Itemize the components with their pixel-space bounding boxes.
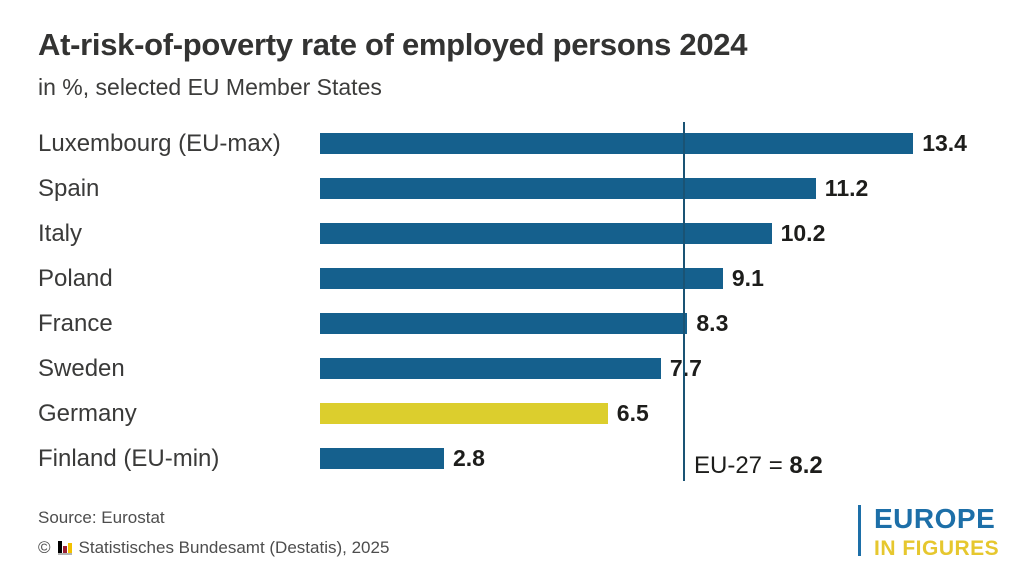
destatis-icon-bar-red <box>62 546 67 553</box>
category-label-france: France <box>38 309 113 337</box>
chart-row-germany: Germany 6.5 <box>38 391 988 436</box>
value-label-italy: 10.2 <box>780 220 826 246</box>
bar-finland-eu-min <box>320 448 444 469</box>
value-label-germany: 6.5 <box>616 400 649 426</box>
logo-line-in-figures: IN FIGURES <box>874 537 1000 560</box>
bar-italy <box>320 223 772 244</box>
category-label-poland: Poland <box>38 264 113 292</box>
source-note: Source: Eurostat <box>38 508 165 527</box>
bar-sweden <box>320 358 661 379</box>
chart-rows: Luxembourg (EU-max) 13.4 Spain 11.2 Italy 10.… <box>38 121 988 481</box>
value-label-luxembourg-eu-max: 13.4 <box>922 130 967 156</box>
value-label-poland: 9.1 <box>731 265 764 291</box>
page-title: At-risk-of-poverty rate of employed pers… <box>38 27 748 62</box>
category-label-sweden: Sweden <box>38 354 125 382</box>
chart-row-finland-eu-min: Finland (EU-min) 2.8 <box>38 436 988 481</box>
page-subtitle: in %, selected EU Member States <box>38 74 382 100</box>
chart-row-italy: Italy 10.2 <box>38 211 988 256</box>
bar-france <box>320 313 688 334</box>
bar-germany <box>320 403 608 424</box>
europe-in-figures-logo: EUROPE IN FIGURES <box>858 505 999 559</box>
category-label-spain: Spain <box>38 174 100 202</box>
destatis-icon-bar-black <box>57 541 62 553</box>
value-label-finland-eu-min: 2.8 <box>453 445 485 471</box>
eu27-reference-label: EU-27 = 8.2 <box>694 452 823 480</box>
value-label-spain: 11.2 <box>824 175 869 201</box>
chart-row-luxembourg-eu-max: Luxembourg (EU-max) 13.4 <box>38 121 988 166</box>
chart-row-spain: Spain 11.2 <box>38 166 988 211</box>
logo-text: EUROPE IN FIGURES <box>874 503 1000 560</box>
category-label-italy: Italy <box>38 219 83 247</box>
chart-row-poland: Poland 9.1 <box>38 256 988 301</box>
logo-line-europe: EUROPE <box>874 503 996 534</box>
bar-spain <box>320 178 816 199</box>
value-label-sweden: 7.7 <box>669 355 702 381</box>
chart-row-sweden: Sweden 7.7 <box>38 346 988 391</box>
destatis-logo-icon <box>57 541 72 555</box>
bar-poland <box>320 268 723 289</box>
copyright-symbol: © <box>38 538 51 557</box>
category-label-finland-eu-min: Finland (EU-min) <box>38 444 220 472</box>
bar-luxembourg-eu-max <box>320 133 914 154</box>
category-label-germany: Germany <box>38 399 137 427</box>
chart-row-france: France 8.3 <box>38 301 988 346</box>
category-label-luxembourg-eu-max: Luxembourg (EU-max) <box>38 129 281 157</box>
copyright-text: Statistisches Bundesamt (Destatis), 2025 <box>78 538 390 557</box>
destatis-icon-bar-gold <box>67 543 72 553</box>
eu27-value: 8.2 <box>789 452 823 479</box>
eu27-label-prefix: EU-27 = <box>694 452 790 479</box>
bar-chart: Luxembourg (EU-max) 13.4 Spain 11.2 Italy 10.… <box>38 121 988 481</box>
logo-vertical-bar <box>858 505 861 556</box>
copyright-note: © Statistisches Bundesamt (Destatis), 20… <box>38 538 389 558</box>
eu27-reference-line <box>683 122 685 481</box>
value-label-france: 8.3 <box>696 310 729 336</box>
